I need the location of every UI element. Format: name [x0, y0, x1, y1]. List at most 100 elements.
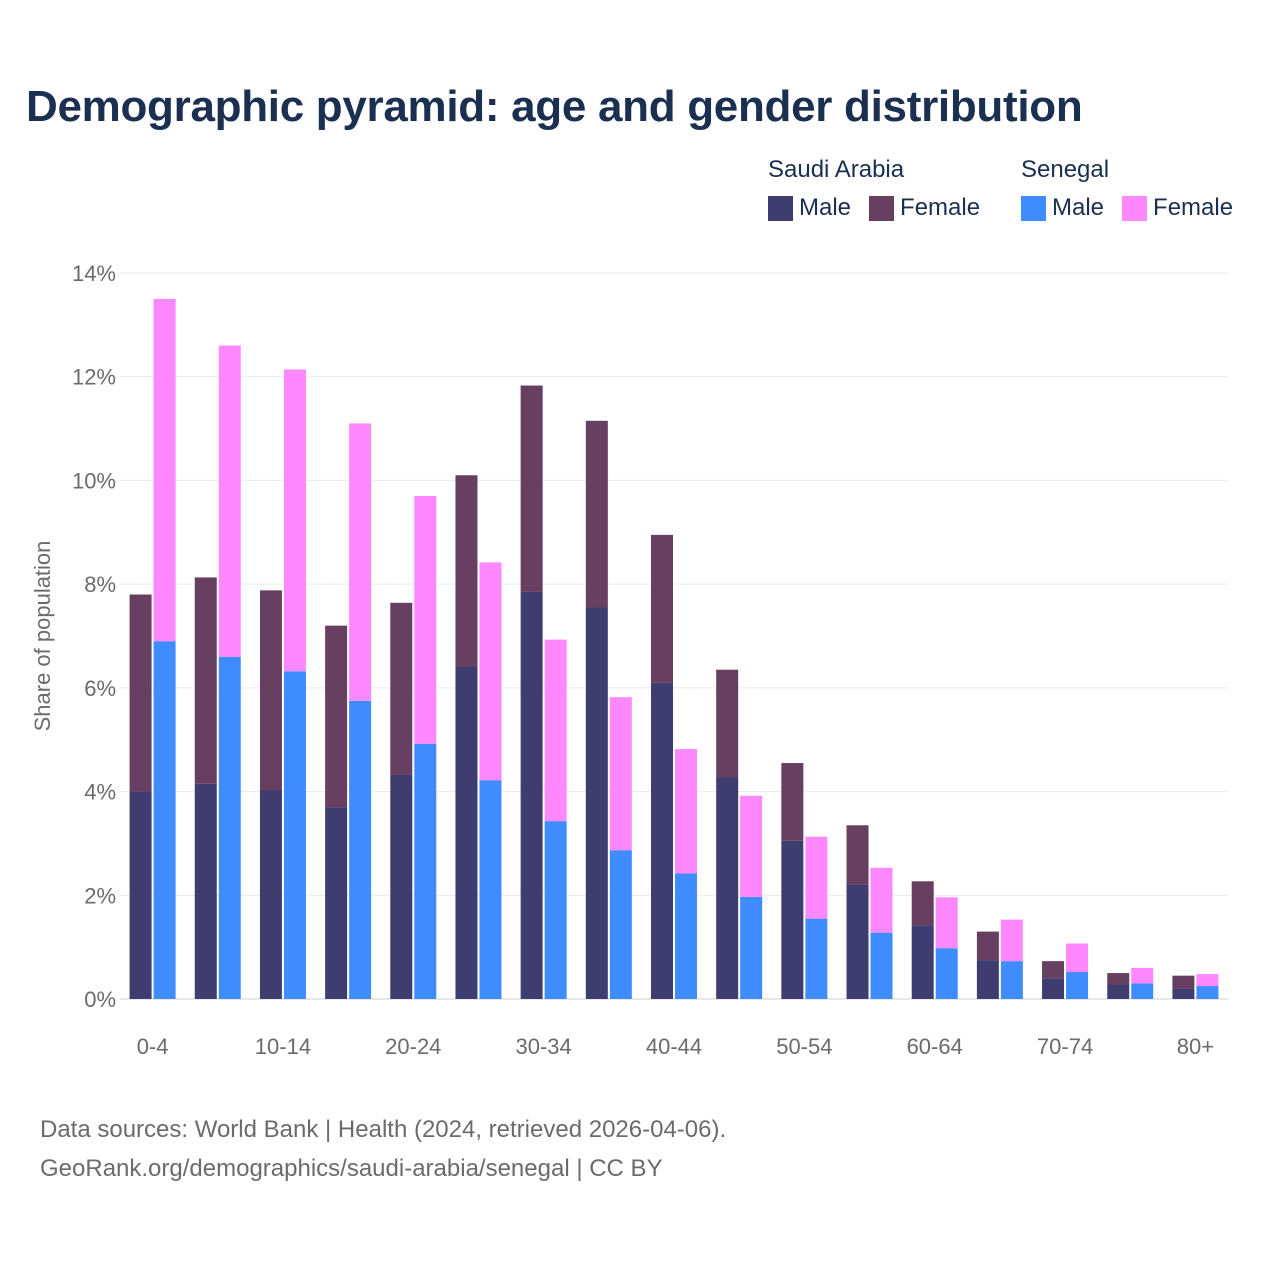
bar-senegal-female-45-49[interactable] — [740, 795, 763, 897]
x-tick-label: 40-44 — [646, 1034, 702, 1059]
bar-saudi-male-60-64[interactable] — [911, 925, 934, 999]
bar-saudi-male-20-24[interactable] — [390, 774, 413, 999]
bar-senegal-male-80+[interactable] — [1196, 986, 1219, 999]
bar-saudi-male-40-44[interactable] — [651, 682, 673, 999]
bar-senegal-male-10-14[interactable] — [283, 671, 306, 999]
bar-senegal-female-10-14[interactable] — [283, 369, 306, 672]
bar-saudi-male-80+[interactable] — [1172, 988, 1195, 999]
bar-saudi-male-35-39[interactable] — [585, 607, 608, 999]
legend-item-senegal-female[interactable]: Female — [1122, 194, 1233, 222]
bar-saudi-male-55-59[interactable] — [846, 884, 869, 999]
source-note: Data sources: World Bank | Health (2024,… — [40, 1116, 727, 1143]
bar-saudi-female-65-69[interactable] — [976, 931, 999, 961]
bar-saudi-female-15-19[interactable] — [325, 625, 348, 808]
bar-senegal-male-20-24[interactable] — [414, 743, 437, 999]
y-tick-label: 14% — [72, 261, 116, 286]
bar-senegal-male-70-74[interactable] — [1066, 972, 1089, 999]
source-link[interactable]: GeoRank.org/demographics/saudi-arabia/se… — [40, 1155, 663, 1182]
bar-saudi-male-30-34[interactable] — [520, 591, 543, 999]
legend-label: Female — [1153, 194, 1234, 221]
bar-saudi-female-70-74[interactable] — [1042, 961, 1065, 979]
y-axis-ticks: 0% 2% 4% 6% 8% 10% 12% 14% — [72, 261, 116, 1012]
x-tick-label: 0-4 — [137, 1034, 169, 1059]
y-tick-label: 12% — [72, 365, 116, 390]
x-tick-label: 10-14 — [255, 1034, 311, 1059]
bar-senegal-female-15-19[interactable] — [349, 423, 372, 701]
bar-senegal-male-55-59[interactable] — [870, 932, 893, 999]
bar-saudi-female-0-4[interactable] — [129, 594, 152, 792]
bar-senegal-female-80+[interactable] — [1196, 974, 1219, 987]
legend-group-senegal: Senegal Male Female — [1021, 156, 1233, 222]
legend-group-title: Senegal — [1021, 156, 1110, 183]
bar-senegal-female-40-44[interactable] — [675, 749, 697, 874]
legend-swatch — [1021, 195, 1046, 221]
y-tick-label: 0% — [84, 987, 116, 1012]
bar-senegal-female-65-69[interactable] — [1000, 919, 1023, 962]
bar-senegal-male-50-54[interactable] — [805, 918, 828, 999]
bar-saudi-female-75-79[interactable] — [1107, 973, 1130, 985]
legend-label: Male — [1052, 194, 1105, 221]
bar-saudi-male-50-54[interactable] — [781, 840, 804, 999]
bar-saudi-male-15-19[interactable] — [325, 807, 348, 999]
bar-senegal-female-30-34[interactable] — [544, 639, 567, 822]
bar-saudi-male-25-29[interactable] — [455, 666, 478, 999]
bar-senegal-female-20-24[interactable] — [414, 495, 437, 744]
legend-item-senegal-male[interactable]: Male — [1021, 194, 1104, 222]
bar-saudi-female-10-14[interactable] — [259, 590, 282, 791]
bar-senegal-female-60-64[interactable] — [935, 897, 958, 949]
bar-senegal-male-65-69[interactable] — [1000, 961, 1023, 999]
bar-senegal-male-25-29[interactable] — [479, 780, 502, 999]
x-tick-label: 30-34 — [516, 1034, 572, 1059]
bar-senegal-female-75-79[interactable] — [1131, 967, 1154, 984]
bar-senegal-female-55-59[interactable] — [870, 867, 893, 933]
bar-saudi-male-70-74[interactable] — [1042, 978, 1065, 999]
bar-senegal-male-45-49[interactable] — [740, 896, 763, 999]
bar-saudi-female-25-29[interactable] — [455, 475, 478, 667]
bar-senegal-male-15-19[interactable] — [349, 700, 372, 999]
bar-senegal-male-35-39[interactable] — [609, 850, 632, 999]
bar-saudi-male-45-49[interactable] — [716, 777, 739, 999]
bar-saudi-female-45-49[interactable] — [716, 669, 739, 778]
bar-saudi-female-5-9[interactable] — [194, 577, 217, 784]
bar-saudi-female-55-59[interactable] — [846, 825, 869, 885]
bar-saudi-female-20-24[interactable] — [390, 602, 413, 775]
bar-senegal-male-60-64[interactable] — [935, 948, 958, 999]
bar-saudi-male-65-69[interactable] — [976, 960, 999, 999]
bar-saudi-female-50-54[interactable] — [781, 763, 804, 841]
legend-swatch — [768, 195, 793, 221]
bar-saudi-female-60-64[interactable] — [911, 881, 934, 926]
bar-senegal-female-50-54[interactable] — [805, 836, 828, 919]
bar-saudi-female-80+[interactable] — [1172, 975, 1195, 989]
bar-saudi-male-5-9[interactable] — [194, 783, 217, 999]
bars — [129, 298, 1219, 999]
legend-item-saudi-male[interactable]: Male — [768, 194, 851, 222]
y-tick-label: 2% — [84, 883, 116, 908]
bar-senegal-male-40-44[interactable] — [675, 873, 697, 999]
x-tick-label: 80+ — [1177, 1034, 1214, 1059]
bar-saudi-female-40-44[interactable] — [651, 534, 673, 683]
bar-senegal-female-0-4[interactable] — [153, 298, 176, 642]
bar-saudi-female-30-34[interactable] — [520, 385, 543, 592]
x-tick-label: 60-64 — [907, 1034, 963, 1059]
legend-label: Male — [799, 194, 852, 221]
legend-item-saudi-female[interactable]: Female — [869, 194, 980, 222]
bar-senegal-male-75-79[interactable] — [1131, 983, 1154, 999]
y-tick-label: 4% — [84, 780, 116, 805]
bar-senegal-male-30-34[interactable] — [544, 821, 567, 999]
bar-saudi-female-35-39[interactable] — [585, 420, 608, 608]
bar-senegal-female-70-74[interactable] — [1066, 943, 1089, 973]
bar-senegal-male-5-9[interactable] — [218, 656, 241, 999]
bar-saudi-male-75-79[interactable] — [1107, 984, 1130, 999]
bar-saudi-male-10-14[interactable] — [259, 790, 282, 999]
y-axis-label: Share of population — [30, 541, 55, 732]
bar-senegal-female-25-29[interactable] — [479, 562, 502, 781]
bar-senegal-male-0-4[interactable] — [153, 641, 176, 999]
y-tick-label: 10% — [72, 468, 116, 493]
bar-senegal-female-35-39[interactable] — [609, 697, 632, 851]
bar-saudi-male-0-4[interactable] — [129, 791, 152, 999]
chart-title: Demographic pyramid: age and gender dist… — [26, 82, 1083, 131]
x-axis-ticks: 0-4 10-14 20-24 30-34 40-44 50-54 60-64 70-74 80… — [137, 1034, 1214, 1059]
y-tick-label: 6% — [84, 676, 116, 701]
bar-senegal-female-5-9[interactable] — [218, 345, 241, 657]
